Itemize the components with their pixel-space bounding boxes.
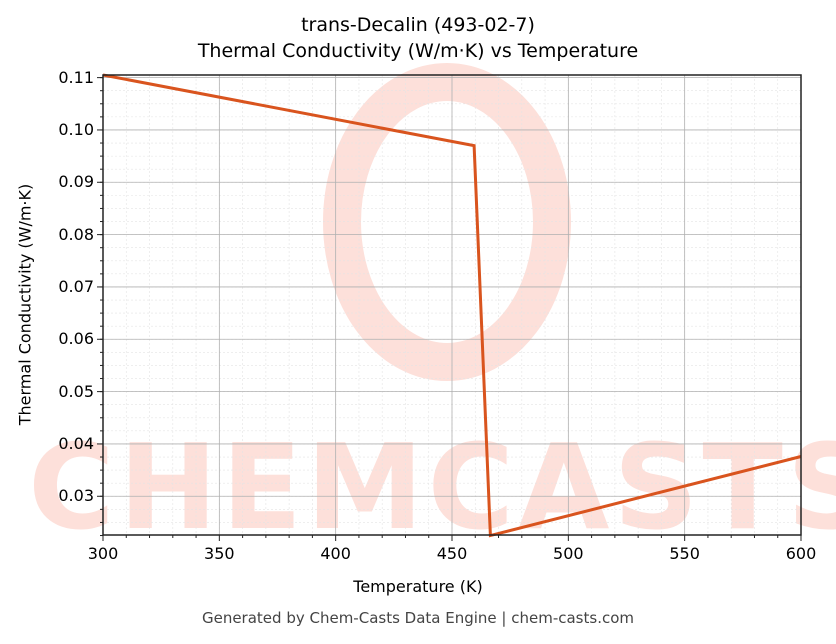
- svg-text:CHEMCASTS: CHEMCASTS: [28, 418, 836, 556]
- y-tick-label: 0.05: [58, 381, 94, 401]
- y-tick-label: 0.11: [58, 67, 94, 87]
- chart-title-line2: Thermal Conductivity (W/m·K) vs Temperat…: [197, 40, 639, 62]
- y-axis-label: Thermal Conductivity (W/m·K): [15, 183, 35, 426]
- x-tick-label: 350: [204, 544, 235, 563]
- y-tick-label: 0.07: [58, 276, 94, 296]
- x-tick-label: 400: [320, 544, 351, 563]
- y-tick-label: 0.06: [58, 329, 94, 349]
- y-tick-label: 0.10: [58, 119, 94, 139]
- x-axis-label: Temperature (K): [353, 577, 483, 596]
- chart-title-line1: trans-Decalin (493-02-7): [301, 14, 535, 36]
- y-tick-label: 0.09: [58, 172, 94, 192]
- y-tick-label: 0.08: [58, 224, 94, 244]
- y-tick-label: 0.04: [58, 433, 94, 453]
- footer-credit: Generated by Chem-Casts Data Engine | ch…: [201, 609, 635, 627]
- x-tick-label: 500: [553, 544, 584, 563]
- x-tick-label: 600: [785, 544, 817, 563]
- x-tick-label: 300: [87, 544, 119, 563]
- x-tick-label: 450: [436, 544, 468, 563]
- x-tick-label: 550: [669, 544, 700, 563]
- y-tick-label: 0.03: [58, 486, 94, 506]
